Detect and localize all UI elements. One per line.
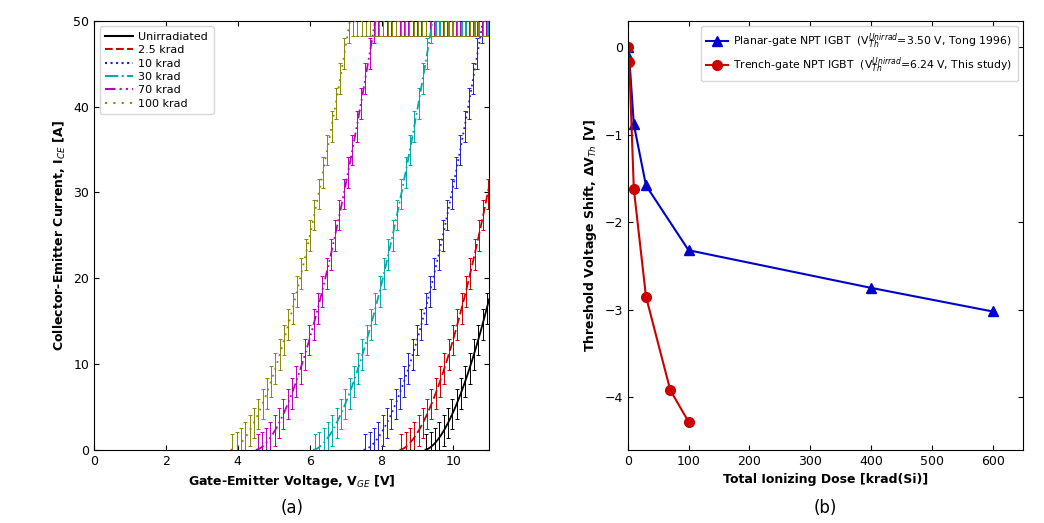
Planar-gate NPT IGBT  (V$_{Th}^{Unirrad}$=3.50 V, Tong 1996) xyxy=(623,54,636,61)
Text: (b): (b) xyxy=(813,498,837,517)
Planar-gate NPT IGBT  (V$_{Th}^{Unirrad}$=3.50 V, Tong 1996) xyxy=(627,121,640,127)
Trench-gate NPT IGBT  (V$_{Th}^{Unirrad}$=6.24 V, This study) xyxy=(640,293,652,300)
Y-axis label: Threshold Voltage Shift, ΔV$_{Th}$ [V]: Threshold Voltage Shift, ΔV$_{Th}$ [V] xyxy=(582,119,599,352)
Planar-gate NPT IGBT  (V$_{Th}^{Unirrad}$=3.50 V, Tong 1996) xyxy=(683,247,695,253)
X-axis label: Gate-Emitter Voltage, V$_{GE}$ [V]: Gate-Emitter Voltage, V$_{GE}$ [V] xyxy=(188,473,396,490)
Trench-gate NPT IGBT  (V$_{Th}^{Unirrad}$=6.24 V, This study) xyxy=(621,44,634,50)
Planar-gate NPT IGBT  (V$_{Th}^{Unirrad}$=3.50 V, Tong 1996) xyxy=(864,285,877,291)
Line: Trench-gate NPT IGBT  (V$_{Th}^{Unirrad}$=6.24 V, This study): Trench-gate NPT IGBT (V$_{Th}^{Unirrad}$… xyxy=(623,42,693,427)
Trench-gate NPT IGBT  (V$_{Th}^{Unirrad}$=6.24 V, This study) xyxy=(664,387,677,393)
Text: (a): (a) xyxy=(280,498,303,517)
Legend: Planar-gate NPT IGBT  (V$_{Th}^{Unirrad}$=3.50 V, Tong 1996), Trench-gate NPT IG: Planar-gate NPT IGBT (V$_{Th}^{Unirrad}$… xyxy=(701,26,1018,81)
Planar-gate NPT IGBT  (V$_{Th}^{Unirrad}$=3.50 V, Tong 1996) xyxy=(640,183,652,189)
Legend: Unirradiated, 2.5 krad, 10 krad, 30 krad, 70 krad, 100 krad: Unirradiated, 2.5 krad, 10 krad, 30 krad… xyxy=(99,27,214,114)
Planar-gate NPT IGBT  (V$_{Th}^{Unirrad}$=3.50 V, Tong 1996) xyxy=(621,44,634,50)
X-axis label: Total Ionizing Dose [krad(Si)]: Total Ionizing Dose [krad(Si)] xyxy=(722,473,928,486)
Trench-gate NPT IGBT  (V$_{Th}^{Unirrad}$=6.24 V, This study) xyxy=(683,418,695,425)
Trench-gate NPT IGBT  (V$_{Th}^{Unirrad}$=6.24 V, This study) xyxy=(627,186,640,192)
Trench-gate NPT IGBT  (V$_{Th}^{Unirrad}$=6.24 V, This study) xyxy=(623,59,636,65)
Planar-gate NPT IGBT  (V$_{Th}^{Unirrad}$=3.50 V, Tong 1996) xyxy=(987,309,999,315)
Line: Planar-gate NPT IGBT  (V$_{Th}^{Unirrad}$=3.50 V, Tong 1996): Planar-gate NPT IGBT (V$_{Th}^{Unirrad}$… xyxy=(623,42,998,316)
Y-axis label: Collector-Emitter Current, I$_{CE}$ [A]: Collector-Emitter Current, I$_{CE}$ [A] xyxy=(51,120,68,351)
